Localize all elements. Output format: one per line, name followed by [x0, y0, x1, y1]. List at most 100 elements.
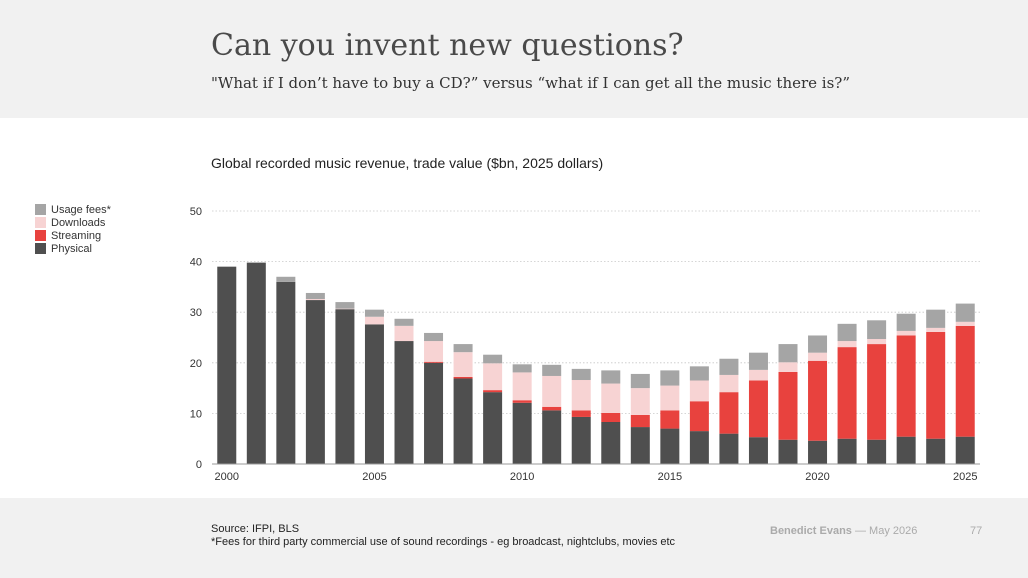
y-tick-label: 30: [190, 307, 202, 319]
bar-segment-physical: [571, 416, 591, 464]
source-note: Source: IFPI, BLS *Fees for third party …: [211, 523, 675, 549]
bar-segment-downloads: [424, 341, 444, 362]
bar-segment-physical: [808, 440, 828, 464]
bar-segment-downloads: [778, 362, 798, 372]
x-tick-label: 2015: [658, 471, 682, 483]
bar-segment-usage-fees: [483, 354, 503, 364]
brand-separator: —: [854, 525, 866, 537]
x-tick-label: 2025: [953, 471, 977, 483]
bar-segment-streaming: [778, 371, 798, 440]
bar-segment-streaming: [601, 412, 621, 423]
bar-segment-streaming: [867, 344, 887, 440]
bar-segment-streaming: [689, 401, 709, 432]
bar-segment-physical: [512, 402, 532, 464]
legend-item-streaming: Streaming: [35, 229, 111, 242]
bar-segment-downloads: [483, 363, 503, 391]
legend-label-downloads: Downloads: [51, 216, 106, 229]
bar-segment-usage-fees: [660, 370, 680, 386]
bar-segment-physical: [483, 392, 503, 464]
legend-swatch-usage-fees: [35, 204, 46, 215]
bar-segment-usage-fees: [394, 318, 414, 326]
bar-segment-physical: [867, 439, 887, 464]
bar-segment-usage-fees: [542, 364, 562, 376]
x-tick-label: 2010: [510, 471, 534, 483]
bar-segment-usage-fees: [719, 358, 739, 375]
bar-segment-physical: [453, 378, 473, 464]
bar-segment-streaming: [571, 410, 591, 417]
legend-label-streaming: Streaming: [51, 229, 102, 242]
bar-segment-usage-fees: [305, 292, 325, 300]
y-tick-label: 40: [190, 257, 202, 269]
bar-segment-downloads: [837, 341, 857, 348]
bar-segment-physical: [719, 433, 739, 464]
bar-segment-usage-fees: [335, 302, 355, 309]
bar-segment-downloads: [867, 339, 887, 345]
bar-segment-streaming: [483, 390, 503, 393]
bar-segment-physical: [748, 437, 768, 464]
bar-segment-physical: [689, 431, 709, 464]
bar-segment-downloads: [364, 316, 384, 325]
footer-band: Source: IFPI, BLS *Fees for third party …: [0, 498, 1028, 578]
bar-segment-physical: [837, 438, 857, 464]
bar-segment-physical: [364, 324, 384, 464]
brand-date: May 2026: [869, 525, 918, 537]
bar-segment-streaming: [453, 376, 473, 379]
legend-swatch-downloads: [35, 217, 46, 228]
source-text: Source: IFPI, BLS: [211, 523, 300, 535]
bar-segment-downloads: [689, 380, 709, 402]
bar-segment-physical: [424, 362, 444, 464]
page-subtitle: "What if I don’t have to buy a CD?” vers…: [211, 74, 851, 92]
bar-segment-usage-fees: [926, 309, 946, 328]
bar-segment-streaming: [748, 380, 768, 438]
bar-segment-physical: [335, 309, 355, 464]
legend-item-usage-fees: Usage fees*: [35, 203, 111, 216]
bar-segment-streaming: [424, 361, 444, 363]
bar-segment-physical: [217, 266, 237, 464]
bar-segment-downloads: [955, 321, 975, 326]
bar-segment-downloads: [542, 375, 562, 407]
header-band: Can you invent new questions? "What if I…: [0, 0, 1028, 118]
bar-segment-downloads: [748, 369, 768, 381]
bar-segment-usage-fees: [778, 344, 798, 363]
bar-segment-usage-fees: [748, 352, 768, 370]
bar-segment-usage-fees: [808, 335, 828, 353]
bar-segment-usage-fees: [512, 364, 532, 373]
bar-segment-physical: [394, 341, 414, 464]
bar-segment-downloads: [512, 372, 532, 401]
bar-segment-downloads: [601, 383, 621, 413]
bar-segment-downloads: [305, 299, 325, 301]
bar-segment-physical: [276, 281, 296, 464]
brand-name: Benedict Evans: [770, 525, 852, 537]
bar-segment-usage-fees: [896, 313, 916, 331]
bar-segment-streaming: [896, 335, 916, 437]
bar-segment-usage-fees: [955, 303, 975, 322]
bar-segment-usage-fees: [571, 368, 591, 381]
y-tick-label: 0: [196, 459, 202, 471]
bar-segment-physical: [926, 438, 946, 464]
stacked-bar-chart: 0 10 20 30 40 50 2000 2005 2010 2015 2020 2025: [190, 206, 980, 483]
bar-segment-downloads: [335, 308, 355, 310]
bar-segment-usage-fees: [867, 320, 887, 340]
bar-segment-physical: [246, 262, 266, 464]
bar-segment-downloads: [808, 352, 828, 361]
bar-segment-streaming: [808, 360, 828, 441]
bar-segment-physical: [542, 410, 562, 464]
bar-segment-streaming: [542, 406, 562, 411]
footnote-text: *Fees for third party commercial use of …: [211, 536, 676, 548]
x-tick-label: 2000: [215, 471, 239, 483]
bar-segment-usage-fees: [689, 366, 709, 381]
bar-segment-usage-fees: [276, 276, 296, 282]
y-tick-label: 10: [190, 408, 202, 420]
bar-segment-usage-fees: [601, 370, 621, 384]
bar-segment-streaming: [926, 331, 946, 439]
bar-segment-streaming: [512, 400, 532, 403]
bar-segment-downloads: [719, 374, 739, 393]
bar-segment-streaming: [630, 414, 650, 428]
x-tick-label: 2005: [362, 471, 386, 483]
legend-item-downloads: Downloads: [35, 216, 111, 229]
bar-segment-downloads: [926, 327, 946, 332]
bar-segment-physical: [896, 436, 916, 464]
bar-segment-downloads: [896, 330, 916, 336]
bar-segment-physical: [601, 422, 621, 464]
bar-segment-downloads: [571, 380, 591, 411]
